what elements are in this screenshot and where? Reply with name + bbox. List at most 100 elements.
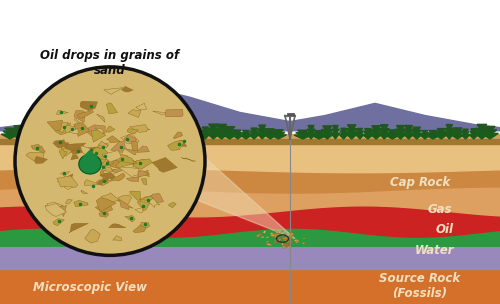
- Polygon shape: [96, 129, 103, 133]
- Polygon shape: [35, 133, 50, 139]
- Polygon shape: [280, 238, 282, 240]
- Polygon shape: [56, 110, 68, 115]
- Polygon shape: [378, 133, 390, 139]
- Polygon shape: [450, 134, 465, 139]
- Polygon shape: [44, 133, 58, 136]
- Polygon shape: [72, 123, 79, 133]
- Polygon shape: [166, 109, 183, 117]
- Polygon shape: [477, 124, 486, 131]
- Polygon shape: [396, 126, 404, 131]
- Polygon shape: [304, 238, 306, 240]
- Text: Oil: Oil: [436, 223, 454, 236]
- Polygon shape: [362, 134, 374, 139]
- Polygon shape: [451, 131, 464, 136]
- Polygon shape: [108, 168, 122, 173]
- Polygon shape: [268, 244, 272, 246]
- Polygon shape: [31, 144, 41, 150]
- Polygon shape: [96, 180, 108, 185]
- Polygon shape: [103, 128, 113, 133]
- Polygon shape: [58, 174, 73, 183]
- Polygon shape: [341, 128, 346, 133]
- Polygon shape: [34, 156, 48, 164]
- Polygon shape: [331, 133, 340, 139]
- Polygon shape: [405, 126, 412, 131]
- Polygon shape: [294, 135, 312, 139]
- Polygon shape: [80, 128, 86, 133]
- Polygon shape: [102, 131, 114, 136]
- Polygon shape: [118, 167, 139, 178]
- Polygon shape: [302, 242, 305, 244]
- Polygon shape: [98, 141, 108, 147]
- Polygon shape: [410, 134, 423, 139]
- Polygon shape: [152, 157, 178, 172]
- Polygon shape: [79, 131, 88, 136]
- Polygon shape: [81, 190, 87, 194]
- Polygon shape: [175, 131, 295, 239]
- Polygon shape: [136, 103, 146, 110]
- Polygon shape: [484, 130, 496, 136]
- Polygon shape: [296, 239, 300, 242]
- Polygon shape: [260, 236, 264, 238]
- Polygon shape: [223, 130, 236, 136]
- Polygon shape: [270, 234, 274, 237]
- Polygon shape: [106, 126, 115, 132]
- Polygon shape: [250, 131, 258, 136]
- Polygon shape: [192, 131, 202, 136]
- Polygon shape: [45, 202, 64, 208]
- Polygon shape: [314, 131, 324, 134]
- Polygon shape: [127, 129, 138, 134]
- Polygon shape: [114, 154, 134, 164]
- Polygon shape: [106, 157, 118, 162]
- Polygon shape: [168, 140, 184, 150]
- Polygon shape: [91, 129, 106, 142]
- Polygon shape: [281, 242, 284, 245]
- Polygon shape: [22, 135, 31, 139]
- Polygon shape: [74, 110, 85, 123]
- Polygon shape: [161, 126, 168, 132]
- Polygon shape: [266, 237, 270, 238]
- Polygon shape: [280, 231, 282, 233]
- Polygon shape: [168, 202, 176, 208]
- Polygon shape: [296, 240, 298, 243]
- Polygon shape: [434, 134, 448, 139]
- Polygon shape: [461, 135, 470, 139]
- Polygon shape: [94, 134, 106, 139]
- Polygon shape: [470, 132, 478, 136]
- Polygon shape: [274, 242, 279, 243]
- Polygon shape: [63, 132, 71, 136]
- Polygon shape: [112, 236, 122, 240]
- Polygon shape: [221, 133, 238, 139]
- Polygon shape: [240, 135, 252, 139]
- Polygon shape: [129, 126, 135, 132]
- Polygon shape: [172, 135, 190, 139]
- Polygon shape: [394, 133, 407, 139]
- Polygon shape: [340, 131, 347, 136]
- Polygon shape: [62, 135, 72, 139]
- Polygon shape: [61, 171, 70, 176]
- Polygon shape: [190, 134, 203, 139]
- Polygon shape: [112, 130, 120, 134]
- Polygon shape: [128, 110, 141, 118]
- Polygon shape: [90, 147, 109, 159]
- Polygon shape: [370, 130, 382, 135]
- Polygon shape: [322, 126, 332, 132]
- Polygon shape: [96, 198, 116, 212]
- Polygon shape: [286, 245, 288, 248]
- Polygon shape: [54, 133, 64, 139]
- Polygon shape: [282, 246, 286, 248]
- Polygon shape: [286, 241, 291, 243]
- Polygon shape: [278, 237, 280, 238]
- Text: Microscopic View: Microscopic View: [33, 281, 147, 294]
- Polygon shape: [312, 133, 326, 136]
- Polygon shape: [160, 130, 170, 135]
- Polygon shape: [428, 130, 438, 134]
- Polygon shape: [80, 146, 99, 156]
- Polygon shape: [110, 132, 121, 136]
- Polygon shape: [270, 232, 274, 235]
- Polygon shape: [356, 131, 364, 136]
- Polygon shape: [86, 133, 96, 139]
- Polygon shape: [141, 178, 147, 185]
- Polygon shape: [84, 180, 100, 185]
- Polygon shape: [100, 172, 116, 179]
- Polygon shape: [141, 223, 150, 228]
